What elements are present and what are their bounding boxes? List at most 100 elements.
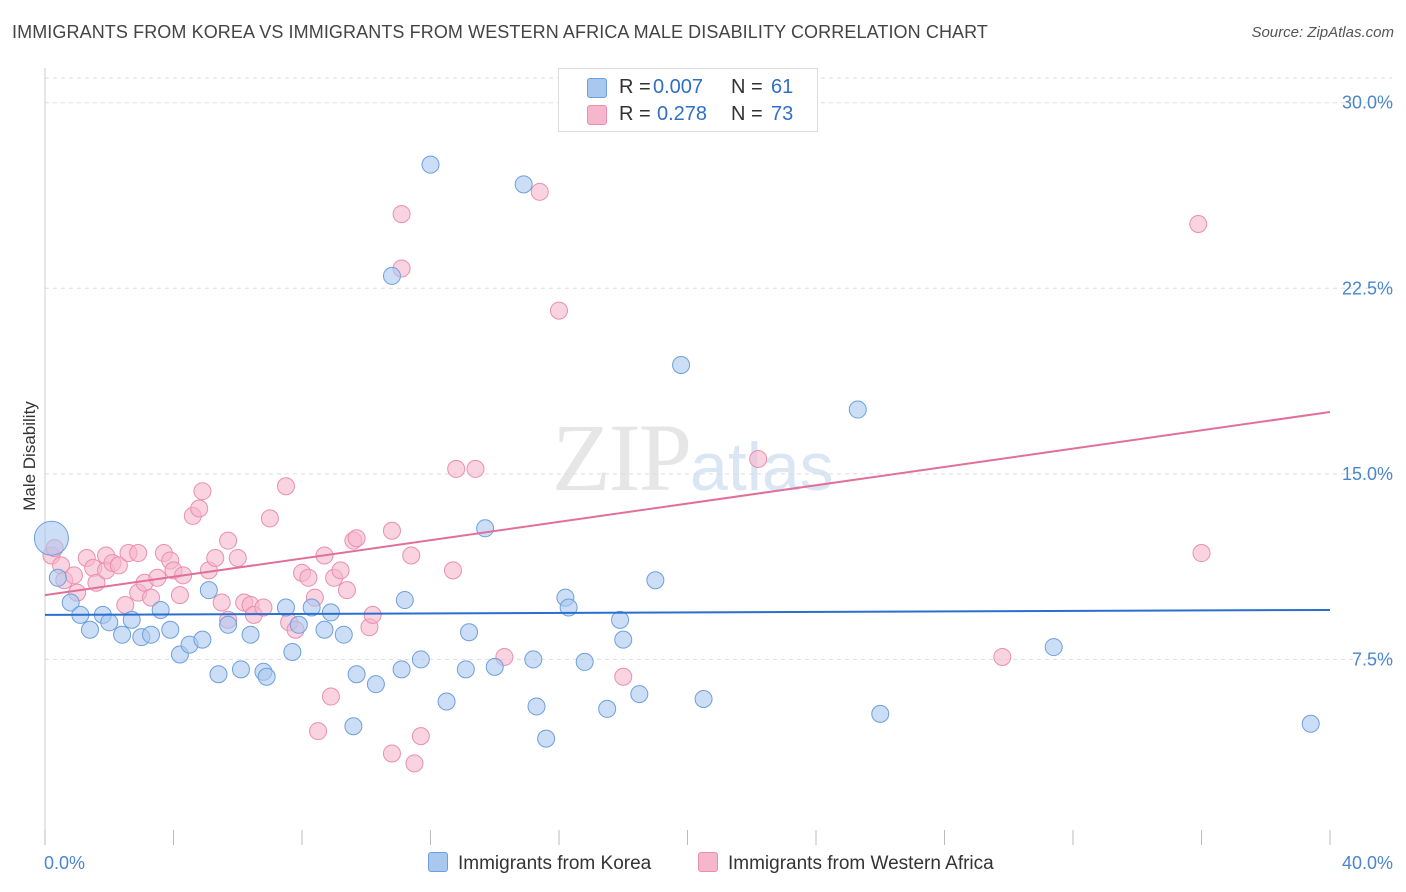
- point-korea: [672, 356, 691, 375]
- bottom-legend-label-korea: Immigrants from Korea: [458, 853, 652, 874]
- point-korea: [460, 623, 479, 642]
- point-korea: [514, 175, 533, 194]
- legend-n-value: 73: [771, 103, 794, 125]
- point-western-africa: [405, 754, 424, 773]
- point-western-africa: [411, 727, 430, 746]
- point-korea: [694, 690, 713, 709]
- x-tick-label-max: 40.0%: [1342, 853, 1393, 873]
- point-korea: [347, 665, 366, 684]
- y-tick-label: 30.0%: [1342, 93, 1393, 113]
- point-korea: [848, 400, 867, 419]
- point-korea: [344, 717, 363, 736]
- point-korea: [598, 699, 617, 718]
- point-western-africa: [392, 205, 411, 224]
- point-korea: [646, 571, 665, 590]
- point-western-africa: [447, 459, 466, 478]
- point-korea: [437, 692, 456, 711]
- legend-n-value: 61: [771, 76, 794, 98]
- grid-lines: [45, 77, 1392, 660]
- point-korea: [524, 650, 543, 669]
- point-korea: [559, 598, 578, 617]
- point-western-africa: [614, 667, 633, 686]
- point-korea: [289, 615, 308, 634]
- point-korea: [527, 697, 546, 716]
- legend-r-value: 0.007: [653, 76, 704, 98]
- point-korea: [456, 660, 475, 679]
- point-korea: [100, 613, 119, 632]
- point-korea: [142, 625, 161, 644]
- point-western-africa: [228, 548, 247, 567]
- watermark: ZIPatlas: [552, 402, 834, 513]
- point-korea: [366, 675, 385, 694]
- trend-line-western-africa: [44, 411, 1331, 597]
- point-western-africa: [260, 509, 279, 528]
- point-western-africa: [993, 647, 1012, 666]
- watermark-zip: ZIP: [552, 404, 692, 511]
- stats-legend: R = 0.007 N = 61 R = 0.278 N = 73: [558, 68, 818, 132]
- bottom-legend-western-africa[interactable]: Immigrants from Western Africa: [698, 852, 994, 875]
- point-korea: [382, 266, 401, 285]
- point-western-africa: [299, 568, 318, 587]
- point-korea: [193, 630, 212, 649]
- point-korea: [231, 660, 250, 679]
- point-western-africa: [170, 586, 189, 605]
- point-western-africa: [309, 722, 328, 741]
- point-western-africa: [530, 182, 549, 201]
- point-korea: [257, 667, 276, 686]
- legend-row-western-africa: R = 0.278 N = 73: [559, 101, 817, 127]
- y-tick-label: 22.5%: [1342, 278, 1393, 298]
- point-western-africa: [382, 521, 401, 540]
- trend-lines: [44, 411, 1331, 616]
- legend-r-value: 0.278: [657, 103, 708, 125]
- bottom-legend-label-western-africa: Immigrants from Western Africa: [728, 853, 994, 874]
- bottom-legend-korea[interactable]: Immigrants from Korea: [428, 852, 651, 875]
- point-western-africa: [212, 593, 231, 612]
- point-korea: [611, 610, 630, 629]
- point-korea: [161, 620, 180, 639]
- legend-n-label: N =: [731, 103, 763, 125]
- point-western-africa: [116, 596, 135, 615]
- legend-r-label: R =: [619, 103, 651, 125]
- point-korea: [302, 598, 321, 617]
- point-western-africa: [331, 561, 350, 580]
- point-western-africa: [276, 477, 295, 496]
- point-korea: [276, 598, 295, 617]
- legend-n-label: N =: [731, 76, 763, 98]
- bottom-legend-swatch-western-africa: [698, 852, 718, 872]
- point-western-africa: [466, 459, 485, 478]
- point-western-africa: [219, 531, 238, 550]
- y-tick-label: 15.0%: [1342, 464, 1393, 484]
- point-western-africa: [321, 687, 340, 706]
- point-western-africa: [193, 482, 212, 501]
- point-korea: [411, 650, 430, 669]
- point-korea: [113, 625, 132, 644]
- point-western-africa: [382, 744, 401, 763]
- point-korea: [61, 593, 80, 612]
- source-label: Source: ZipAtlas.com: [1251, 24, 1394, 41]
- point-korea: [151, 600, 170, 619]
- point-korea: [630, 685, 649, 704]
- point-korea: [537, 729, 556, 748]
- trend-line-korea: [44, 608, 1331, 616]
- point-korea: [48, 568, 67, 587]
- axes: [44, 68, 1331, 845]
- point-western-africa: [1192, 544, 1211, 563]
- point-korea: [395, 591, 414, 610]
- point-korea: [283, 643, 302, 662]
- x-tick-label-min: 0.0%: [44, 853, 85, 873]
- axis-labels: 7.5% 15.0% 22.5% 30.0% 0.0% 40.0% Male Disabil…: [20, 93, 1393, 873]
- point-western-africa: [142, 588, 161, 607]
- point-korea: [334, 625, 353, 644]
- point-korea: [392, 660, 411, 679]
- point-korea: [1301, 714, 1320, 733]
- data-points: [33, 155, 1320, 773]
- chart-title: IMMIGRANTS FROM KOREA VS IMMIGRANTS FROM…: [12, 22, 989, 42]
- point-western-africa: [443, 561, 462, 580]
- legend-swatch-korea: [587, 78, 607, 98]
- y-tick-label: 7.5%: [1352, 649, 1393, 669]
- bottom-legend-swatch-korea: [428, 852, 448, 872]
- point-western-africa: [129, 544, 148, 563]
- legend-row-korea: R = 0.007 N = 61: [559, 74, 817, 100]
- y-axis-label: Male Disability: [20, 401, 39, 511]
